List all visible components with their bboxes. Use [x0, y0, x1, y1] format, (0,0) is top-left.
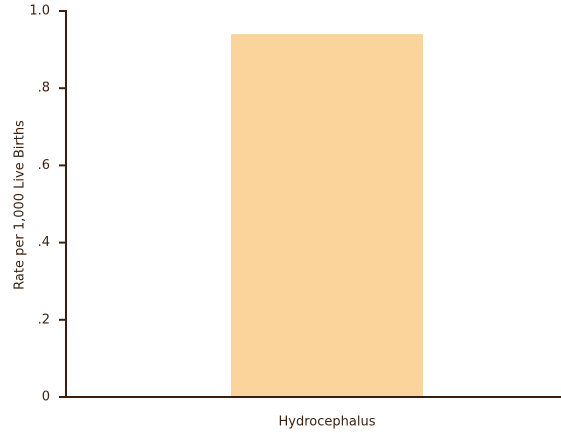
y-tick-label: .2 [38, 312, 50, 327]
y-axis-label: Rate per 1,000 Live Births [13, 120, 28, 290]
y-tick-label: 0 [42, 390, 50, 405]
y-tick-label: .6 [38, 158, 50, 173]
y-tick-label: .8 [38, 81, 50, 96]
y-tick-label: 1.0 [29, 4, 50, 19]
bar [231, 34, 423, 397]
y-tick-label: .4 [38, 235, 50, 250]
x-tick-label: Hydrocephalus [279, 415, 376, 430]
